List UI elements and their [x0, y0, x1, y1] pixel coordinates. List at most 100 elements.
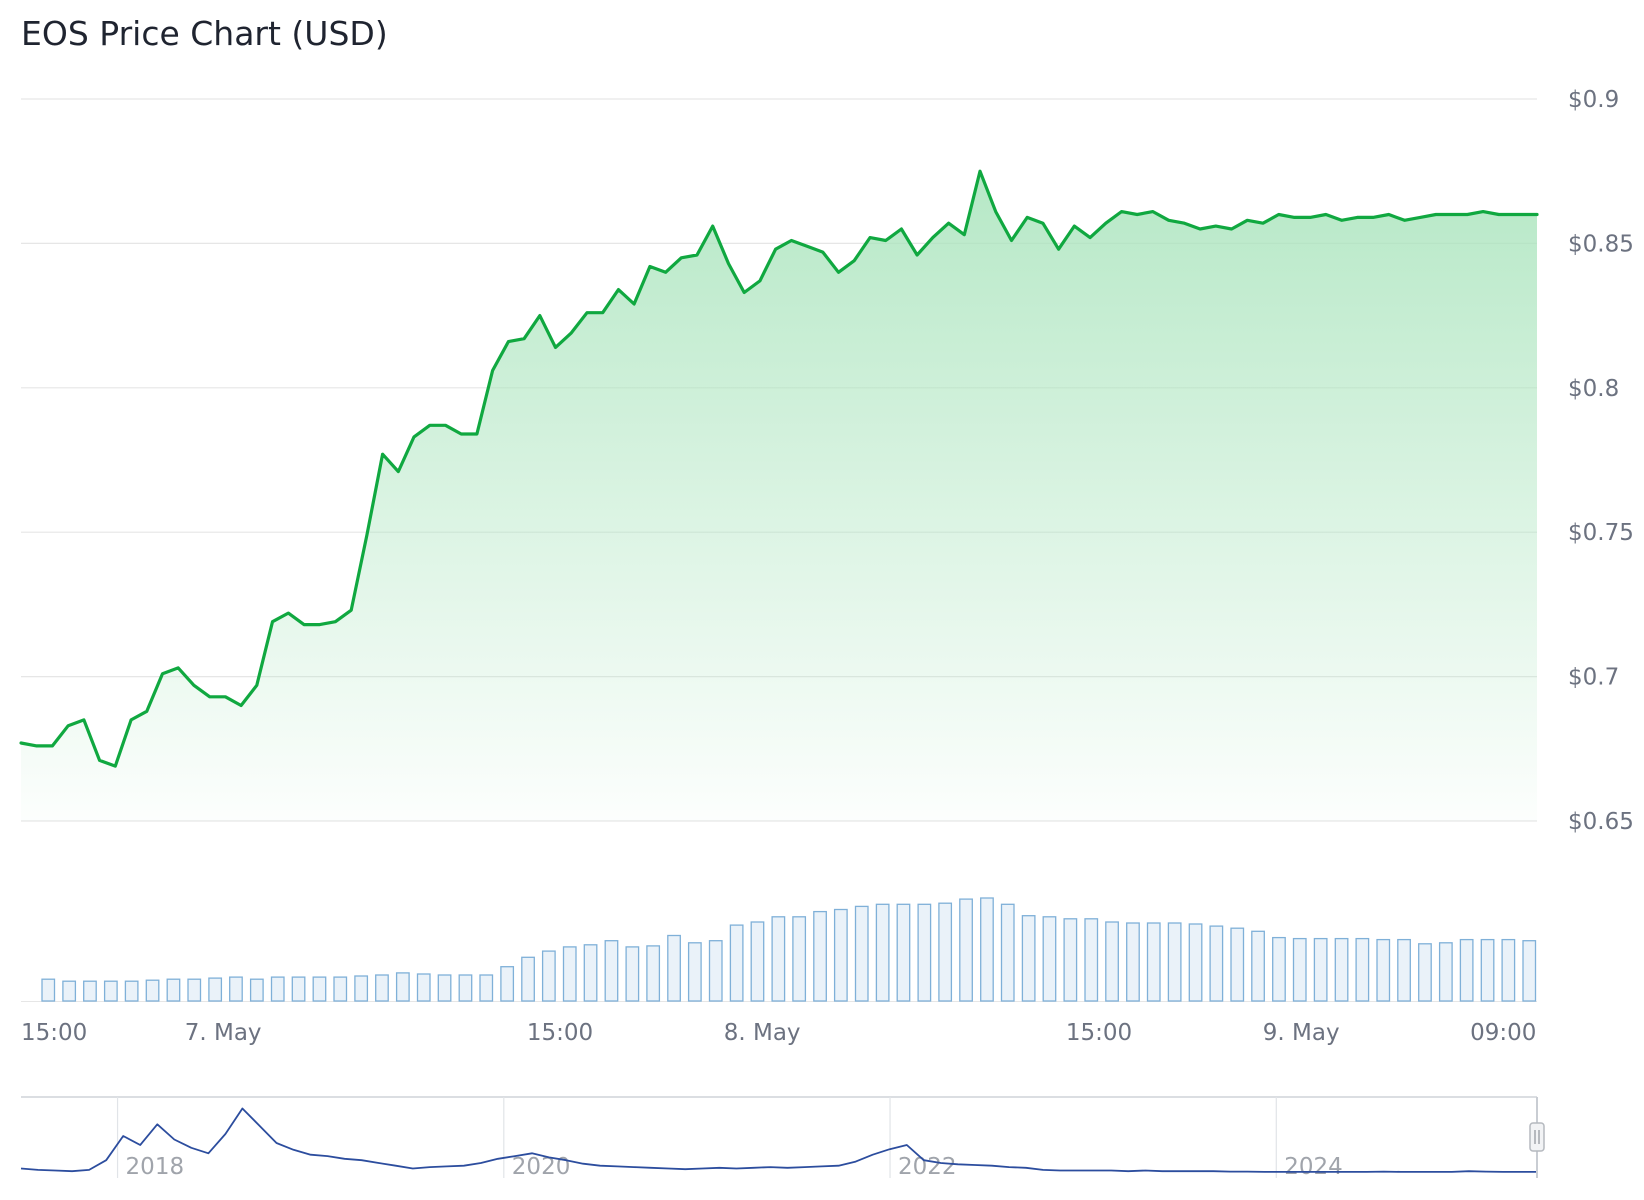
volume-bar [583, 944, 598, 1002]
volume-bar [813, 910, 827, 1002]
volume-bar [500, 966, 515, 1002]
volume-bar [1146, 922, 1161, 1002]
volume-bar [437, 974, 452, 1002]
volume-bar [875, 903, 890, 1002]
volume-bar [896, 903, 911, 1002]
y-tick-label: $0.9 [1568, 87, 1619, 113]
volume-bar [521, 956, 535, 1002]
volume-bar [41, 978, 56, 1002]
volume-bar [1105, 921, 1119, 1002]
volume-bar [1313, 937, 1328, 1002]
x-tick-label: 15:00 [21, 1020, 87, 1046]
volume-bar [83, 980, 97, 1002]
volume-bar [291, 976, 306, 1002]
volume-bar [1000, 903, 1015, 1002]
volume-bar [541, 950, 556, 1002]
navigator-line [20, 1107, 1537, 1173]
volume-bar [708, 940, 723, 1002]
volume-bar [62, 980, 77, 1002]
volume-bar [1397, 938, 1411, 1002]
y-tick-label: $0.65 [1568, 809, 1634, 835]
volume-bar [687, 942, 702, 1002]
volume-bar [771, 916, 786, 1002]
volume-bar [1355, 937, 1370, 1002]
y-tick-label: $0.85 [1568, 231, 1634, 257]
y-tick-label: $0.75 [1568, 520, 1634, 546]
x-tick-label: 09:00 [1470, 1020, 1536, 1046]
volume-bar [1042, 916, 1057, 1002]
volume-bar [208, 977, 223, 1002]
navigator-year-label: 2020 [512, 1154, 571, 1180]
x-tick-label: 8. May [724, 1020, 801, 1046]
volume-bar [562, 946, 577, 1002]
volume-bar [1021, 915, 1036, 1002]
navigator-handle[interactable] [1529, 1122, 1545, 1152]
volume-bar [833, 908, 848, 1002]
volume-columns [21, 897, 1537, 1002]
volume-bar [792, 916, 807, 1002]
volume-bar [1376, 938, 1391, 1002]
volume-bar [625, 946, 640, 1002]
x-tick-label: 15:00 [527, 1020, 593, 1046]
volume-bar [124, 980, 139, 1002]
volume-bar [750, 921, 765, 1002]
volume-bar [667, 934, 681, 1002]
volume-bar [1418, 943, 1432, 1002]
volume-bar [416, 973, 431, 1002]
y-axis-labels: $0.65 $0.7 $0.75 $0.8 $0.85 $0.9 [1568, 87, 1634, 835]
y-tick-label: $0.7 [1568, 665, 1619, 691]
volume-bar [229, 976, 243, 1002]
navigator-year-label: 2018 [126, 1154, 185, 1180]
volume-bar [270, 976, 285, 1002]
volume-bar [1251, 930, 1265, 1002]
volume-bar [1522, 940, 1537, 1002]
price-line [19, 169, 1539, 768]
volume-bar [479, 974, 494, 1002]
volume-bar [187, 978, 202, 1002]
x-tick-label: 15:00 [1066, 1020, 1132, 1046]
volume-bar [604, 940, 619, 1002]
x-tick-label: 9. May [1263, 1020, 1340, 1046]
volume-bar [166, 978, 181, 1002]
volume-bar [938, 902, 953, 1002]
volume-bar [917, 903, 932, 1002]
volume-bar [729, 924, 744, 1002]
volume-bar [333, 976, 348, 1002]
navigator-year-label: 2022 [898, 1154, 957, 1180]
volume-bar [1167, 922, 1182, 1002]
volume-bar [959, 898, 973, 1002]
volume-bar [1501, 938, 1516, 1002]
x-tick-label: 7. May [185, 1020, 262, 1046]
volume-bar [145, 979, 160, 1002]
volume-bar [1438, 942, 1453, 1002]
volume-bar [854, 905, 869, 1002]
navigator-year-label: 2024 [1284, 1154, 1343, 1180]
volume-bar [354, 975, 369, 1002]
volume-bar [312, 976, 327, 1002]
volume-bar [980, 897, 994, 1002]
volume-bar [646, 945, 661, 1002]
chart-title: EOS Price Chart (USD) [21, 14, 388, 53]
volume-bar [1209, 925, 1224, 1002]
navigator[interactable]: 2018 2020 2022 2024 [20, 1096, 1545, 1180]
volume-bar [1459, 938, 1474, 1002]
price-area [21, 171, 1537, 821]
volume-bar [1084, 918, 1099, 1002]
x-axis-labels: 15:00 7. May 15:00 8. May 15:00 9. May 09:00 [21, 1020, 1536, 1046]
volume-bar [1334, 937, 1349, 1002]
navigator-background [21, 1097, 1537, 1178]
volume-bar [1063, 918, 1078, 1002]
y-tick-label: $0.8 [1568, 376, 1619, 402]
volume-bar [1272, 936, 1286, 1002]
volume-bar [395, 972, 410, 1002]
volume-bar [103, 980, 118, 1002]
volume-bar [1188, 923, 1203, 1002]
volume-bar [1230, 927, 1245, 1002]
volume-bar [375, 974, 389, 1002]
volume-bar [1480, 938, 1495, 1002]
volume-bar [458, 974, 473, 1002]
volume-bar [249, 978, 264, 1002]
price-line-layer [19, 169, 1539, 768]
volume-bar [1292, 937, 1307, 1002]
